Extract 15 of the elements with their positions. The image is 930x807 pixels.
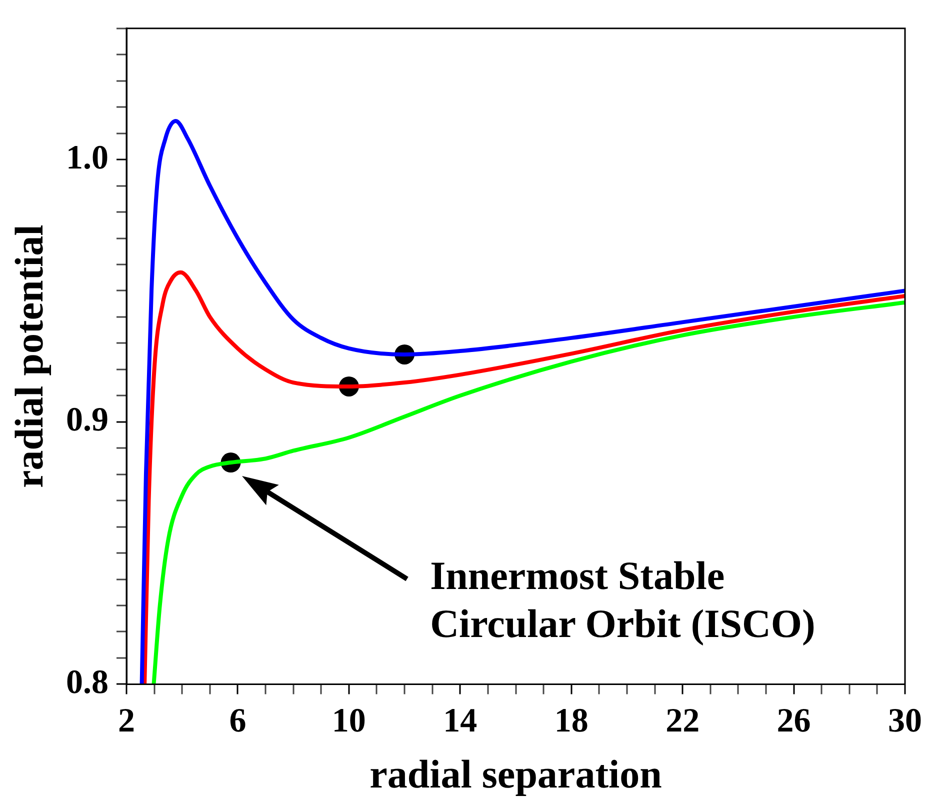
y-tick-label: 0.9 — [66, 402, 108, 439]
x-tick-label: 18 — [554, 702, 588, 740]
x-tick-label: 30 — [888, 702, 922, 740]
x-tick-label: 6 — [229, 702, 246, 740]
y-tick-label: 0.8 — [66, 664, 108, 701]
y-axis-title: radial potential — [6, 224, 52, 488]
annotation: Innermost Stable Circular Orbit (ISCO) — [430, 553, 816, 646]
x-axis-title: radial separation — [370, 751, 662, 796]
x-tick-label: 26 — [776, 702, 811, 740]
y-tick-label: 1.0 — [66, 139, 108, 176]
x-tick-label: 10 — [332, 702, 366, 740]
x-tick-label: 14 — [443, 702, 478, 740]
x-tick-label: 22 — [666, 702, 700, 740]
x-tick-label: 2 — [118, 702, 135, 740]
line-series — [140, 119, 905, 684]
